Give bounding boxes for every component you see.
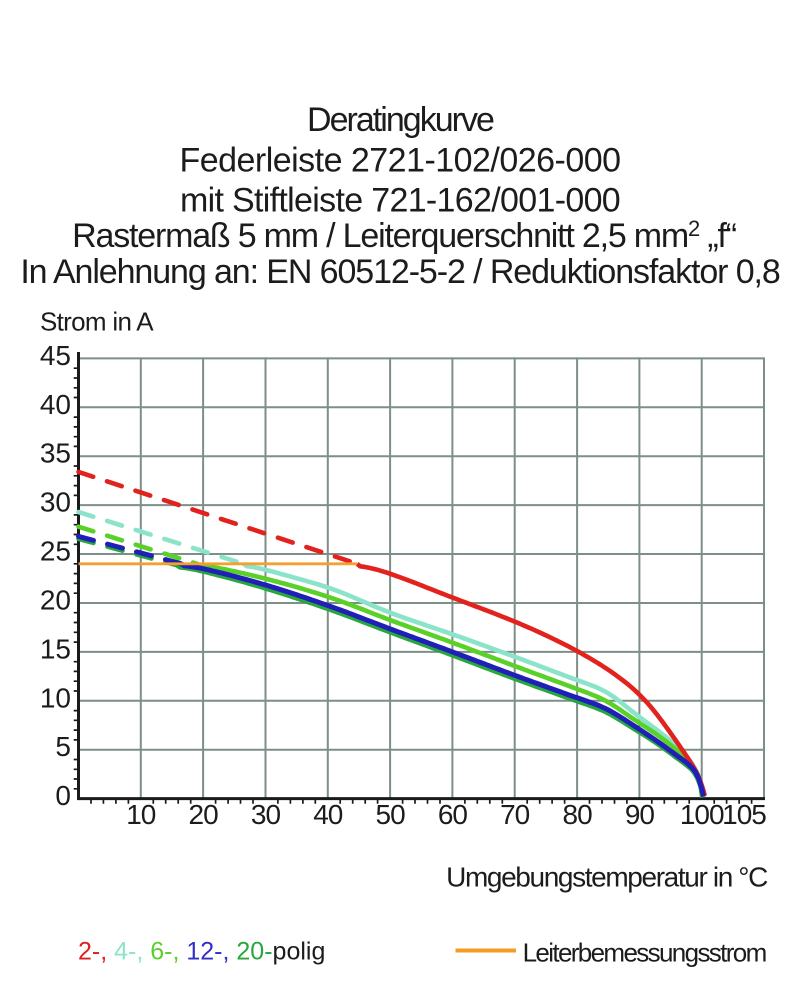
svg-text:80: 80: [563, 799, 593, 830]
svg-text:45: 45: [40, 340, 71, 371]
svg-text:25: 25: [40, 536, 71, 567]
svg-text:5: 5: [55, 731, 71, 762]
svg-text:10: 10: [40, 682, 71, 713]
svg-text:30: 30: [251, 799, 281, 830]
svg-text:90: 90: [625, 799, 655, 830]
svg-text:Umgebungstemperatur in °C: Umgebungstemperatur in °C: [446, 862, 768, 893]
svg-text:Strom in A: Strom in A: [40, 307, 154, 337]
svg-text:In Anlehnung an: EN 60512-5-2: In Anlehnung an: EN 60512-5-2 / Reduktio…: [20, 253, 780, 291]
svg-text:Leiterbemessungsstrom: Leiterbemessungsstrom: [523, 938, 766, 968]
svg-text:15: 15: [40, 633, 71, 664]
svg-text:40: 40: [40, 389, 71, 420]
svg-text:40: 40: [313, 799, 343, 830]
svg-text:20: 20: [40, 585, 71, 616]
svg-text:2-, 4-, 6-, 12-, 20-polig: 2-, 4-, 6-, 12-, 20-polig: [78, 938, 325, 966]
svg-text:60: 60: [438, 799, 468, 830]
svg-text:mit Stiftleiste 721-162/001-00: mit Stiftleiste 721-162/001-000: [180, 182, 620, 220]
svg-text:20: 20: [189, 799, 219, 830]
svg-text:10: 10: [126, 799, 156, 830]
svg-text:70: 70: [500, 799, 530, 830]
svg-text:35: 35: [40, 438, 71, 469]
svg-text:105: 105: [722, 799, 766, 830]
svg-text:100: 100: [680, 799, 724, 830]
svg-text:30: 30: [40, 487, 71, 518]
svg-text:Deratingkurve: Deratingkurve: [307, 101, 494, 139]
svg-text:Federleiste 2721-102/026-000: Federleiste 2721-102/026-000: [180, 141, 621, 179]
svg-text:0: 0: [55, 780, 71, 811]
svg-text:50: 50: [376, 799, 406, 830]
svg-text:Rastermaß 5 mm / Leiterquersch: Rastermaß 5 mm / Leiterquerschnitt 2,5 m…: [72, 216, 737, 255]
